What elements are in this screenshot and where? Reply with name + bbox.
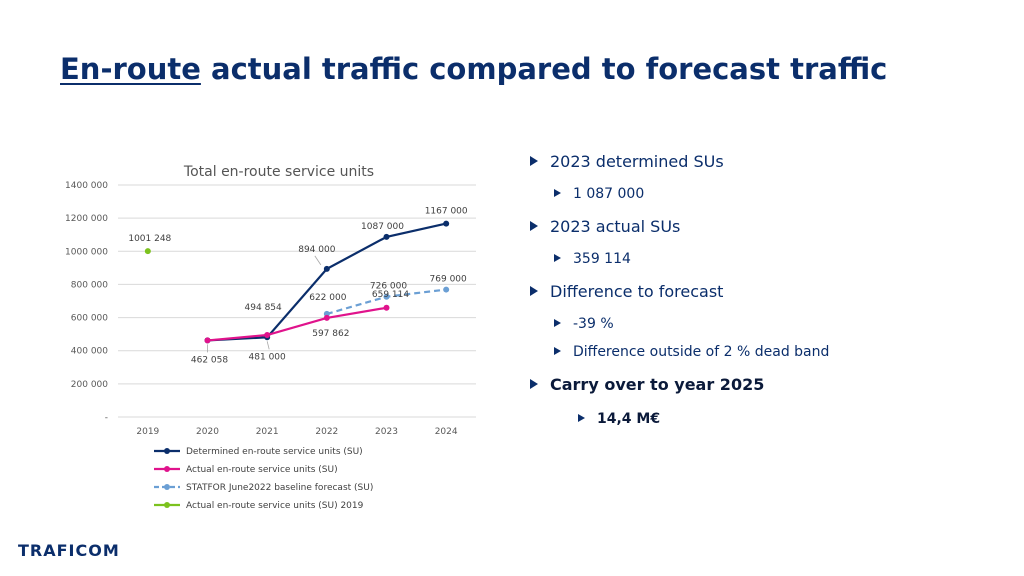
legend-label: Actual en-route service units (SU) (186, 465, 338, 475)
bullet-actual-value: 359 114 (554, 251, 631, 267)
bullet-triangle-icon (578, 414, 585, 422)
bullet-carry-over: Carry over to year 2025 (530, 375, 764, 394)
bullet-triangle-icon (530, 286, 538, 296)
bullet-difference-note: Difference outside of 2 % dead band (554, 344, 829, 360)
data-label: 1167 000 (425, 207, 468, 217)
data-point (323, 314, 330, 321)
data-label: 1001 248 (128, 234, 171, 244)
legend-marker (164, 502, 170, 508)
bullet-carry-over-text: Carry over to year 2025 (550, 375, 765, 394)
bullet-difference-text: Difference to forecast (550, 282, 724, 301)
data-label: 481 000 (249, 352, 286, 362)
bullet-determined-value-text: 1 087 000 (573, 186, 645, 202)
data-label: 622 000 (309, 293, 346, 303)
y-tick-label: 1400 000 (65, 181, 108, 191)
bullet-determined-value: 1 087 000 (554, 186, 644, 202)
bullet-triangle-icon (530, 221, 538, 231)
y-tick-label: - (105, 413, 108, 423)
legend-marker (164, 448, 170, 454)
bullet-determined: 2023 determined SUs (530, 152, 724, 171)
data-point (383, 233, 390, 240)
bullet-triangle-icon (530, 379, 538, 389)
x-tick-label: 2021 (256, 427, 279, 437)
bullet-actual: 2023 actual SUs (530, 217, 680, 236)
bullet-carry-value-text: 14,4 M€ (597, 411, 661, 427)
bullet-difference: Difference to forecast (530, 282, 723, 301)
data-label: 494 854 (245, 303, 282, 313)
series-line (207, 306, 387, 342)
legend-marker (164, 484, 170, 490)
data-label: 462 058 (191, 355, 228, 365)
y-tick-label: 1200 000 (65, 214, 108, 224)
data-point (144, 248, 151, 255)
data-point (443, 286, 450, 293)
bullet-difference-note-text: Difference outside of 2 % dead band (573, 344, 830, 360)
bullet-triangle-icon (554, 319, 561, 327)
bullet-determined-text: 2023 determined SUs (550, 152, 724, 171)
x-tick-label: 2023 (375, 427, 398, 437)
legend-label: STATFOR June2022 baseline forecast (SU) (186, 483, 373, 493)
data-point (204, 337, 211, 344)
bullet-difference-value: -39 % (554, 316, 614, 332)
x-tick-label: 2022 (315, 427, 338, 437)
data-label: 769 000 (430, 275, 467, 285)
legend-label: Determined en-route service units (SU) (186, 447, 363, 457)
bullet-actual-value-text: 359 114 (573, 251, 631, 267)
bullet-triangle-icon (530, 156, 538, 166)
data-point (323, 265, 330, 272)
bullet-triangle-icon (554, 189, 561, 197)
leader-line (266, 341, 270, 350)
bullet-carry-value: 14,4 M€ (578, 411, 660, 427)
y-tick-label: 200 000 (71, 380, 108, 390)
data-label: 894 000 (298, 245, 335, 255)
legend-label: Actual en-route service units (SU) 2019 (186, 501, 364, 511)
data-label: 1087 000 (361, 222, 404, 232)
legend-marker (164, 466, 170, 472)
data-point (264, 331, 271, 338)
data-point (443, 220, 450, 227)
data-label: 726 000 (370, 282, 407, 292)
bullet-triangle-icon (554, 347, 561, 355)
y-tick-label: 600 000 (71, 314, 108, 324)
data-label: 597 862 (312, 329, 349, 339)
bullet-difference-value-text: -39 % (573, 316, 614, 332)
y-tick-label: 400 000 (71, 347, 108, 357)
title-rest: actual traffic compared to forecast traf… (200, 52, 888, 86)
traficom-logo: TRAFICOM (18, 541, 120, 560)
y-tick-label: 800 000 (71, 280, 108, 290)
data-label: 659 114 (372, 290, 409, 300)
series-line (207, 222, 447, 342)
x-tick-label: 2020 (196, 427, 219, 437)
title-underlined-word: En-route (60, 52, 201, 86)
x-tick-label: 2024 (435, 427, 458, 437)
bullet-actual-text: 2023 actual SUs (550, 217, 681, 236)
slide-title: En-route actual traffic compared to fore… (60, 52, 887, 86)
y-tick-label: 1000 000 (65, 247, 108, 257)
data-point (383, 304, 390, 311)
bullet-triangle-icon (554, 254, 561, 262)
leader-line (314, 255, 322, 266)
data-point (383, 293, 390, 300)
chart-title: Total en-route service units (183, 164, 374, 180)
x-tick-label: 2019 (136, 427, 159, 437)
